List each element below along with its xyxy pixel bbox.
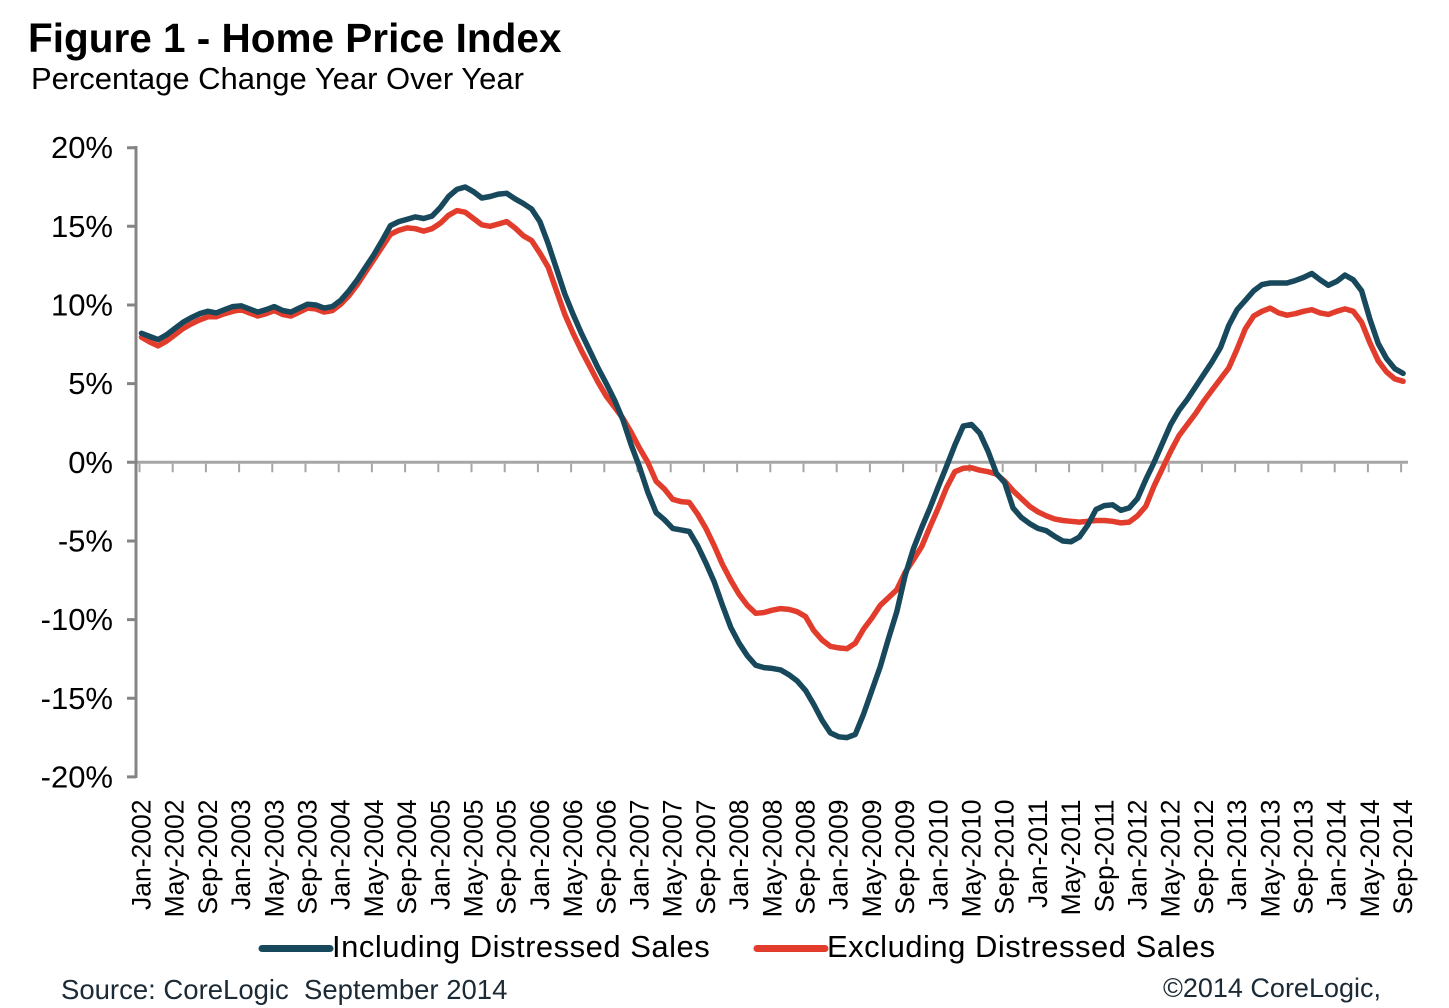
svg-text:5%: 5% (68, 366, 113, 401)
svg-text:Sep-2009: Sep-2009 (890, 800, 920, 915)
svg-text:Jan-2010: Jan-2010 (923, 800, 953, 911)
svg-text:-10%: -10% (41, 602, 113, 637)
svg-text:Jan-2014: Jan-2014 (1322, 800, 1352, 911)
svg-text:May-2004: May-2004 (359, 800, 389, 918)
svg-text:Percentage Change Year Over Ye: Percentage Change Year Over Year (31, 61, 524, 96)
svg-text:Jan-2007: Jan-2007 (625, 800, 655, 911)
svg-text:Jan-2005: Jan-2005 (425, 800, 455, 911)
svg-text:-15%: -15% (41, 681, 113, 716)
svg-text:Sep-2004: Sep-2004 (392, 800, 422, 915)
svg-text:May-2011: May-2011 (1056, 800, 1086, 916)
svg-text:Source: CoreLogic September 2: Source: CoreLogic September 2014 (61, 974, 507, 1005)
svg-text:May-2010: May-2010 (957, 800, 987, 918)
svg-text:Jan-2013: Jan-2013 (1222, 800, 1252, 911)
svg-text:May-2012: May-2012 (1156, 800, 1186, 918)
svg-text:Sep-2008: Sep-2008 (791, 800, 821, 915)
svg-text:Sep-2012: Sep-2012 (1189, 800, 1219, 915)
svg-text:Sep-2013: Sep-2013 (1289, 800, 1319, 915)
svg-text:20%: 20% (51, 130, 113, 165)
svg-text:Sep-2007: Sep-2007 (691, 800, 721, 915)
svg-text:15%: 15% (51, 209, 113, 244)
svg-text:-20%: -20% (41, 759, 113, 794)
svg-text:Sep-2002: Sep-2002 (193, 800, 223, 915)
svg-text:Jan-2011: Jan-2011 (1023, 800, 1053, 909)
svg-text:Sep-2005: Sep-2005 (492, 800, 522, 915)
svg-text:10%: 10% (51, 288, 113, 323)
svg-text:Jan-2008: Jan-2008 (724, 800, 754, 911)
svg-text:Jan-2003: Jan-2003 (226, 800, 256, 911)
svg-text:Jan-2002: Jan-2002 (127, 800, 157, 911)
svg-text:Jan-2004: Jan-2004 (326, 800, 356, 911)
svg-text:©2014 CoreLogic,: ©2014 CoreLogic, (1163, 973, 1381, 1003)
svg-text:May-2013: May-2013 (1255, 800, 1285, 918)
svg-text:May-2006: May-2006 (558, 800, 588, 918)
svg-text:0%: 0% (68, 445, 113, 480)
svg-text:Jan-2012: Jan-2012 (1123, 800, 1153, 911)
svg-text:Excluding Distressed Sales: Excluding Distressed Sales (827, 929, 1216, 964)
svg-text:May-2005: May-2005 (459, 800, 489, 918)
svg-text:May-2003: May-2003 (259, 800, 289, 918)
svg-text:-5%: -5% (58, 524, 113, 559)
svg-text:May-2007: May-2007 (658, 800, 688, 918)
svg-text:Sep-2014: Sep-2014 (1388, 800, 1418, 915)
svg-text:Figure 1 - Home Price Index: Figure 1 - Home Price Index (28, 15, 562, 61)
svg-text:May-2002: May-2002 (160, 800, 190, 918)
svg-text:Including Distressed Sales: Including Distressed Sales (332, 929, 710, 964)
svg-text:Sep-2011: Sep-2011 (1089, 800, 1119, 913)
svg-text:Sep-2003: Sep-2003 (293, 800, 323, 915)
svg-text:Sep-2010: Sep-2010 (990, 799, 1020, 914)
svg-text:Jan-2009: Jan-2009 (824, 800, 854, 911)
svg-text:Jan-2006: Jan-2006 (525, 800, 555, 911)
svg-text:May-2008: May-2008 (757, 800, 787, 918)
svg-text:May-2009: May-2009 (857, 800, 887, 918)
svg-text:May-2014: May-2014 (1355, 800, 1385, 918)
svg-text:Sep-2006: Sep-2006 (591, 800, 621, 915)
